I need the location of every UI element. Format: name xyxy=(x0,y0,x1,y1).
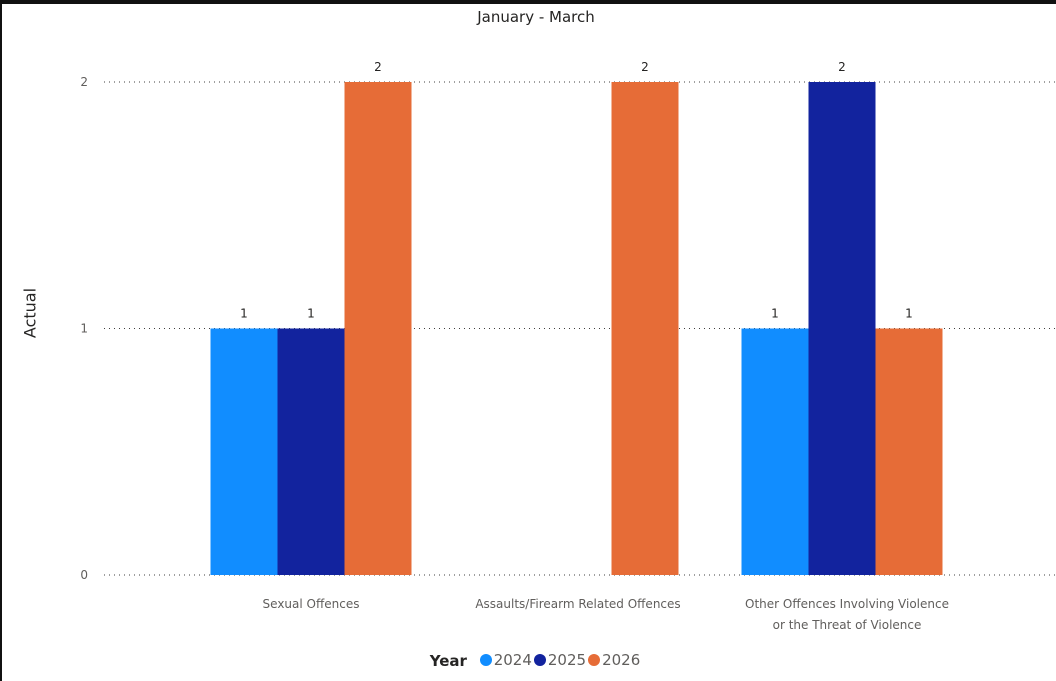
y-tick-label: 0 xyxy=(80,568,88,582)
x-category-label: Sexual Offences xyxy=(263,597,360,611)
legend-marker xyxy=(588,654,601,666)
data-label: 1 xyxy=(307,307,315,321)
bar-2026 xyxy=(344,82,412,575)
left-border xyxy=(0,0,2,681)
bar-2025 xyxy=(277,328,345,575)
y-tick-label: 2 xyxy=(80,75,88,89)
data-label: 1 xyxy=(240,307,248,321)
data-label: 2 xyxy=(374,60,382,74)
data-label: 2 xyxy=(838,60,846,74)
bar-2024 xyxy=(741,328,809,575)
legend-marker xyxy=(479,654,492,666)
top-border xyxy=(0,0,1056,4)
bar-2024 xyxy=(210,328,278,575)
legend: Year 2024 2025 2026 xyxy=(0,651,1056,670)
chart-title: January - March xyxy=(477,8,595,26)
x-category-label: Other Offences Involving Violence xyxy=(745,597,949,611)
legend-item-2026[interactable]: 2026 xyxy=(588,651,640,669)
legend-item-2025[interactable]: 2025 xyxy=(533,651,587,669)
data-label: 1 xyxy=(771,307,779,321)
y-tick-label: 1 xyxy=(80,322,88,336)
data-label: 2 xyxy=(641,60,649,74)
legend-marker xyxy=(533,654,546,666)
legend-label: 2024 xyxy=(493,651,532,669)
legend-title: Year xyxy=(429,652,467,670)
data-label: 1 xyxy=(905,307,913,321)
bar-2025 xyxy=(808,82,876,575)
legend-label: 2025 xyxy=(547,651,587,669)
x-category-label: Assaults/Firearm Related Offences xyxy=(475,597,680,611)
bar-2026 xyxy=(875,328,943,575)
legend-item-2024[interactable]: 2024 xyxy=(479,651,532,669)
legend-label: 2026 xyxy=(602,651,641,669)
legend-items: 2024 2025 2026 xyxy=(479,651,643,670)
x-category-label: or the Threat of Violence xyxy=(773,618,922,632)
bar-2026 xyxy=(611,82,679,575)
